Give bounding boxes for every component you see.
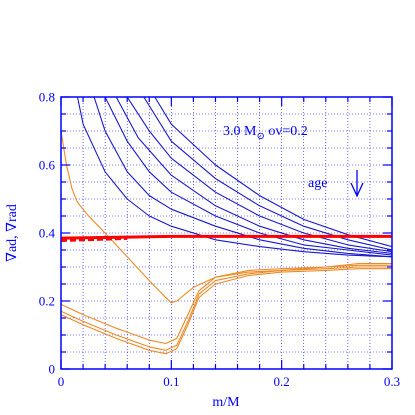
y-tick-label: 0.6 <box>39 158 56 173</box>
series-line-orange-10 <box>60 268 392 355</box>
x-tick-label: 0.3 <box>384 374 400 389</box>
x-tick-label: 0.1 <box>163 374 179 389</box>
series-line-red-12 <box>60 236 128 242</box>
series-line-blue-2 <box>104 96 393 256</box>
age-arrow-icon <box>350 170 364 198</box>
series-line-orange-9 <box>60 266 392 351</box>
x-tick-label: 0.2 <box>274 374 290 389</box>
x-tick-label: 0 <box>58 374 65 389</box>
series-line-blue-3 <box>115 96 393 254</box>
age-label: age <box>308 176 327 191</box>
solar-symbol: ⊙ <box>256 131 264 142</box>
series-line-blue-4 <box>126 96 393 253</box>
series-line-blue-0 <box>76 96 393 258</box>
model-annotation: 3.0 M⊙ ov=0.2 <box>223 124 308 142</box>
series-line-red-11 <box>60 234 392 240</box>
model-mass-label: 3.0 M <box>223 124 257 139</box>
series-line-orange-7 <box>60 130 392 304</box>
series-line-blue-1 <box>93 96 393 258</box>
series-line-orange-8 <box>60 264 392 345</box>
overshoot-label: ov=0.2 <box>265 124 308 139</box>
series-layer <box>60 96 393 355</box>
y-tick-label: 0.2 <box>39 294 55 309</box>
series-line-blue-5 <box>143 96 393 251</box>
y-tick-label: 0.4 <box>39 226 56 241</box>
series-line-blue-6 <box>154 96 393 248</box>
tick-layer: 0 0.1 0.2 0.3 0 0.2 0.4 0.6 0.8 <box>39 90 400 390</box>
y-tick-label: 0.8 <box>39 90 55 105</box>
y-axis-label: ∇ad, ∇rad <box>5 204 20 262</box>
y-tick-label: 0 <box>49 362 56 377</box>
x-axis-label: m/M <box>212 395 240 410</box>
